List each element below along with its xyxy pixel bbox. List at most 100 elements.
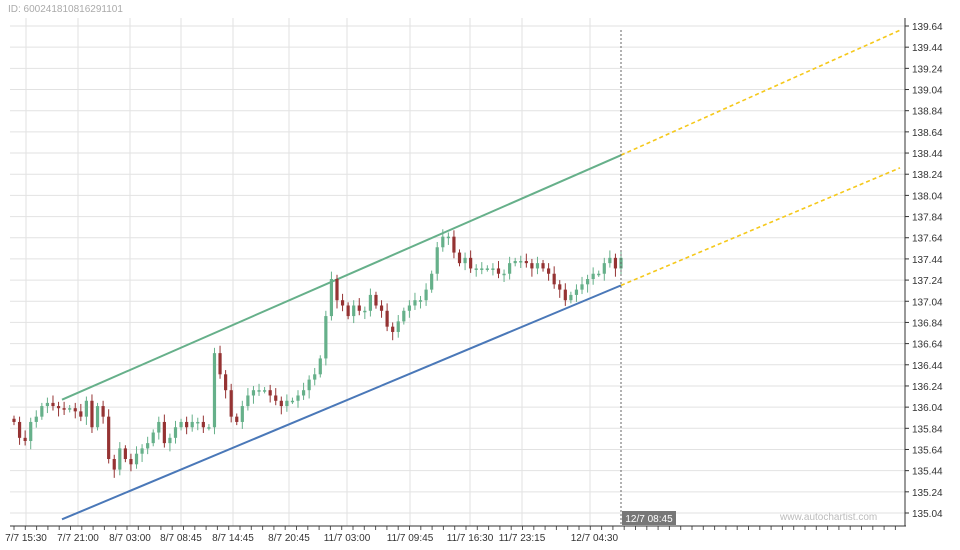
candle-body [40,406,44,417]
lower-channel-line [61,284,622,521]
candle-body [463,257,467,264]
candle-body [146,443,150,449]
y-tick-label: 138.64 [912,128,943,139]
y-tick-label: 139.44 [912,43,943,54]
candle-body [563,289,567,301]
candle-body [190,421,194,428]
y-tick-label: 138.24 [912,170,943,181]
candle-body [547,268,551,274]
x-tick-label: 11/7 23:15 [499,533,546,544]
candle-body [56,406,61,409]
candle-body [435,247,439,274]
candle-body [246,395,250,407]
candle-body [290,400,295,403]
candle-body [23,437,27,442]
x-tick-label: 8/7 14:45 [212,533,254,544]
candle-body [229,390,233,417]
candle-body [407,305,411,311]
candle-body [457,252,462,264]
candle-body [262,390,267,392]
candle-body [608,257,612,264]
candle-body [569,294,573,301]
y-tick-label: 137.04 [912,297,943,308]
y-tick-label: 136.84 [912,318,943,329]
lower-channel-line-projection [620,167,901,287]
upper-channel-line-projection [620,29,901,156]
y-tick-label: 136.24 [912,382,943,393]
candle-body [218,353,222,375]
y-tick-label: 137.24 [912,276,943,287]
candle-body [285,400,289,407]
candle-body [318,358,322,375]
candle-body [51,402,55,407]
candle-body [307,379,311,391]
current-time-label: 12/7 08:45 [625,514,673,525]
candle-body [602,263,606,274]
y-tick-label: 135.04 [912,509,943,520]
candle-body [491,268,495,270]
candle-body [29,421,33,442]
candle-body [235,416,239,422]
candle-body [95,406,100,428]
candle-body [151,432,155,444]
candle-body [240,406,244,422]
candle-body [274,395,278,401]
candle-body [101,406,105,417]
y-tick-label: 136.04 [912,403,943,414]
candle-body [480,268,484,270]
candle-body [441,236,445,248]
candle-body [385,310,389,327]
candle-body [474,268,478,270]
candle-body [508,263,512,274]
candle-body [140,448,144,454]
x-tick-label: 7/7 21:00 [57,533,99,544]
candle-body [374,294,378,306]
candle-body [196,421,200,424]
y-tick-label: 135.84 [912,424,943,435]
candle-body [430,273,434,290]
candle-body [279,400,283,407]
y-tick-label: 135.24 [912,488,943,499]
chart-id-label: ID: 600241810816291101 [8,4,123,15]
candle-body [107,416,111,460]
candle-body [424,289,428,301]
candle-body [168,437,172,444]
candle-body [185,421,189,428]
candle-body [413,300,417,306]
y-tick-label: 135.64 [912,445,943,456]
candle-body [363,310,367,313]
candle-body [357,305,361,311]
candle-body [597,273,601,276]
candle-body [613,257,618,269]
candle-body [90,400,94,428]
candle-body [368,294,373,311]
candle-body [201,421,205,428]
candle-body [68,408,72,410]
x-tick-label: 8/7 08:45 [160,533,202,544]
candle-body [396,321,400,332]
candle-body [446,236,450,239]
candle-body [530,263,534,269]
candle-body [34,416,38,422]
candle-body [535,263,540,269]
watermark: www.autochartist.com [780,512,878,523]
y-tick-label: 138.04 [912,191,943,202]
candle-body [402,310,406,322]
candle-body [45,402,50,407]
y-tick-label: 139.04 [912,86,943,97]
candle-body [224,374,228,391]
x-tick-label: 11/7 16:30 [447,533,494,544]
candle-body [179,421,183,428]
candle-body [134,453,139,465]
candle-body [17,421,22,438]
candle-body [207,427,211,429]
candle-body [541,263,545,269]
x-tick-label: 7/7 15:30 [5,533,47,544]
candle-body [123,448,127,460]
candle-body [585,279,590,285]
y-tick-label: 136.44 [912,361,943,372]
candle-body [62,408,66,410]
x-tick-label: 8/7 20:45 [268,533,310,544]
candle-body [552,273,556,285]
